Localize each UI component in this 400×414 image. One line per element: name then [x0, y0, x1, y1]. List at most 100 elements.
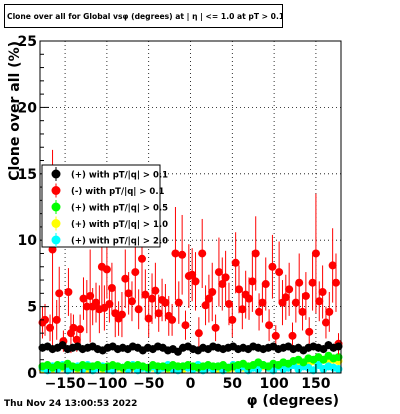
- data-point: [234, 285, 243, 294]
- data-point: [204, 294, 213, 303]
- x-tick-label: 0: [186, 376, 196, 392]
- data-point: [86, 291, 95, 300]
- data-point: [334, 365, 343, 374]
- data-point: [221, 273, 230, 282]
- data-point: [131, 268, 140, 277]
- x-tick-label: 100: [259, 376, 288, 392]
- data-point: [134, 305, 143, 314]
- y-tick-label: 25: [18, 34, 37, 50]
- legend-box: [41, 164, 161, 248]
- data-point: [121, 274, 130, 283]
- data-point: [261, 280, 270, 289]
- data-point: [211, 323, 220, 332]
- data-point: [214, 268, 223, 277]
- y-tick-label: 5: [27, 300, 37, 316]
- x-tick-label: −100: [86, 376, 127, 392]
- data-point: [76, 325, 85, 334]
- data-point: [245, 294, 254, 303]
- data-point: [238, 305, 247, 314]
- data-point: [255, 307, 264, 316]
- legend-label: (+) with pT/|q| > 2.0: [71, 237, 168, 247]
- data-point: [82, 302, 91, 311]
- data-point: [208, 287, 217, 296]
- data-point: [171, 249, 180, 258]
- y-tick-label: 15: [18, 167, 37, 183]
- data-point: [285, 285, 294, 294]
- data-point: [218, 280, 227, 289]
- series-0: [38, 341, 343, 356]
- data-point: [178, 250, 187, 259]
- data-point: [268, 262, 277, 271]
- x-tick-label: 150: [301, 376, 330, 392]
- data-point: [154, 309, 163, 318]
- data-point: [305, 327, 314, 336]
- data-point: [117, 310, 126, 319]
- legend-label: (+) with pT/|q| > 1.0: [71, 220, 168, 230]
- data-point: [231, 258, 240, 267]
- x-tick-label: −150: [45, 376, 86, 392]
- data-point: [148, 294, 157, 303]
- data-point: [79, 294, 88, 303]
- x-axis-label: φ (degrees): [247, 393, 339, 409]
- legend-label: (+) with pT/|q| > 0.1: [71, 171, 168, 181]
- data-point: [191, 277, 200, 286]
- data-point: [92, 298, 101, 307]
- data-point: [124, 289, 133, 298]
- series-layer: [38, 149, 343, 375]
- data-point: [251, 249, 260, 258]
- data-point: [308, 278, 317, 287]
- data-point: [188, 270, 197, 279]
- data-point: [224, 299, 233, 308]
- data-point: [107, 284, 116, 293]
- data-point: [228, 315, 237, 324]
- data-point: [334, 342, 343, 351]
- data-point: [311, 249, 320, 258]
- data-point: [41, 315, 50, 324]
- data-point: [298, 307, 307, 316]
- series-2: [38, 351, 343, 372]
- data-point: [321, 318, 330, 327]
- data-point: [198, 249, 207, 258]
- data-point: [318, 287, 327, 296]
- data-point: [55, 289, 64, 298]
- data-point: [168, 315, 177, 324]
- data-point: [309, 366, 318, 375]
- data-point: [281, 293, 290, 302]
- data-point: [174, 298, 183, 307]
- data-point: [151, 286, 160, 295]
- y-tick-label: 0: [27, 366, 37, 382]
- data-point: [102, 265, 111, 274]
- y-tick-label: 10: [18, 233, 38, 249]
- data-point: [194, 329, 203, 338]
- data-point: [69, 323, 78, 332]
- data-point: [334, 353, 343, 362]
- data-point: [52, 315, 61, 324]
- data-point: [64, 287, 73, 296]
- x-tick-label: 50: [223, 376, 243, 392]
- data-point: [138, 254, 147, 263]
- data-point: [144, 314, 153, 323]
- data-point: [301, 291, 310, 300]
- legend-label: (+) with pT/|q| > 0.5: [71, 204, 168, 214]
- timestamp: Thu Nov 24 13:00:53 2022: [4, 399, 138, 409]
- axis-ticks: −150 −100 −50 0 50 100 150 0 5 10 15 20 25: [18, 34, 342, 392]
- data-point: [265, 321, 274, 330]
- x-tick-label: −50: [133, 376, 164, 392]
- data-point: [258, 298, 267, 307]
- data-point: [275, 268, 284, 277]
- data-point: [201, 301, 210, 310]
- data-point: [295, 278, 304, 287]
- chart-title: Clone over all for Global vsφ (degrees) …: [4, 4, 283, 28]
- data-point: [291, 298, 300, 307]
- series-1: [38, 149, 343, 355]
- y-tick-label: 20: [18, 100, 38, 116]
- data-point: [127, 297, 136, 306]
- data-point: [46, 323, 55, 332]
- data-point: [248, 277, 257, 286]
- data-point: [72, 335, 81, 344]
- data-point: [328, 261, 337, 270]
- data-point: [105, 299, 114, 308]
- data-point: [161, 298, 170, 307]
- legend: (+) with pT/|q| > 0.1 (-) with pT/|q| > 0…: [41, 164, 168, 248]
